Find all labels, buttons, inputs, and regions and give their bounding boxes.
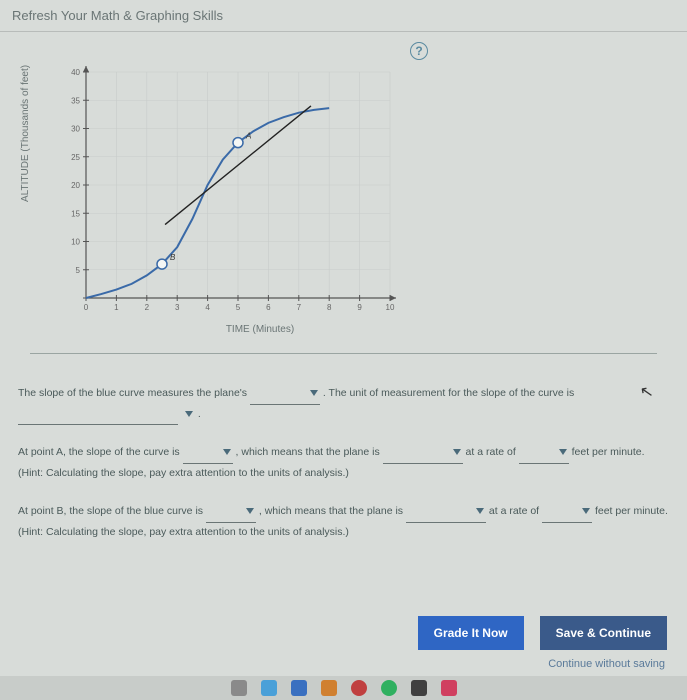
- taskbar: [0, 676, 687, 700]
- y-axis-label: ALTITUDE (Thousands of feet): [20, 65, 31, 202]
- svg-text:5: 5: [76, 266, 81, 275]
- svg-text:2: 2: [145, 303, 150, 312]
- svg-text:7: 7: [297, 303, 302, 312]
- blank-unit[interactable]: [18, 424, 178, 425]
- page-title: Refresh Your Math & Graphing Skills: [12, 8, 223, 23]
- continue-without-saving-link[interactable]: Continue without saving: [548, 658, 665, 670]
- button-row: Grade It Now Save & Continue: [418, 616, 667, 650]
- dropdown-unit[interactable]: [181, 405, 195, 425]
- svg-text:40: 40: [71, 68, 80, 77]
- save-continue-button[interactable]: Save & Continue: [540, 616, 667, 650]
- dropdown-rate-b[interactable]: [542, 502, 592, 523]
- dropdown-slope-b[interactable]: [206, 502, 256, 523]
- question-2: At point A, the slope of the curve is , …: [18, 443, 669, 484]
- svg-text:30: 30: [71, 125, 80, 134]
- svg-text:8: 8: [327, 303, 332, 312]
- taskbar-icon-3[interactable]: [321, 680, 337, 696]
- page-header: Refresh Your Math & Graphing Skills: [0, 0, 687, 32]
- chart-svg: 0 1 2 3 4 5 6 7 8 9 10 5 10 15 20 25 30 35 40 A B: [40, 62, 400, 322]
- taskbar-icon-0[interactable]: [231, 680, 247, 696]
- taskbar-icon-7[interactable]: [441, 680, 457, 696]
- section-divider: [30, 353, 657, 354]
- svg-text:35: 35: [71, 96, 80, 105]
- question-block: The slope of the blue curve measures the…: [18, 384, 669, 543]
- question-1: The slope of the blue curve measures the…: [18, 384, 669, 425]
- svg-text:4: 4: [205, 303, 210, 312]
- taskbar-icon-6[interactable]: [411, 680, 427, 696]
- altitude-chart: ALTITUDE (Thousands of feet) 01234567891…: [40, 62, 440, 335]
- svg-text:10: 10: [386, 303, 395, 312]
- svg-text:3: 3: [175, 303, 180, 312]
- taskbar-icon-1[interactable]: [261, 680, 277, 696]
- dropdown-plane-b[interactable]: [406, 502, 486, 523]
- svg-text:25: 25: [71, 153, 80, 162]
- dropdown-rate-a[interactable]: [519, 443, 569, 464]
- svg-text:A: A: [245, 132, 251, 141]
- dropdown-plane-a[interactable]: [383, 443, 463, 464]
- taskbar-icon-4[interactable]: [351, 680, 367, 696]
- svg-text:6: 6: [266, 303, 271, 312]
- svg-text:0: 0: [84, 303, 89, 312]
- svg-text:10: 10: [71, 238, 80, 247]
- svg-text:9: 9: [357, 303, 362, 312]
- taskbar-icon-2[interactable]: [291, 680, 307, 696]
- dropdown-slope-measures[interactable]: [250, 384, 320, 405]
- dropdown-slope-a[interactable]: [183, 443, 233, 464]
- question-3: At point B, the slope of the blue curve …: [18, 502, 669, 543]
- svg-text:20: 20: [71, 181, 80, 190]
- svg-text:B: B: [170, 253, 176, 262]
- svg-text:15: 15: [71, 209, 80, 218]
- svg-text:1: 1: [114, 303, 119, 312]
- help-icon[interactable]: ?: [410, 42, 428, 60]
- taskbar-icon-5[interactable]: [381, 680, 397, 696]
- x-axis-label: TIME (Minutes): [80, 324, 440, 335]
- svg-text:5: 5: [236, 303, 241, 312]
- grade-button[interactable]: Grade It Now: [418, 616, 524, 650]
